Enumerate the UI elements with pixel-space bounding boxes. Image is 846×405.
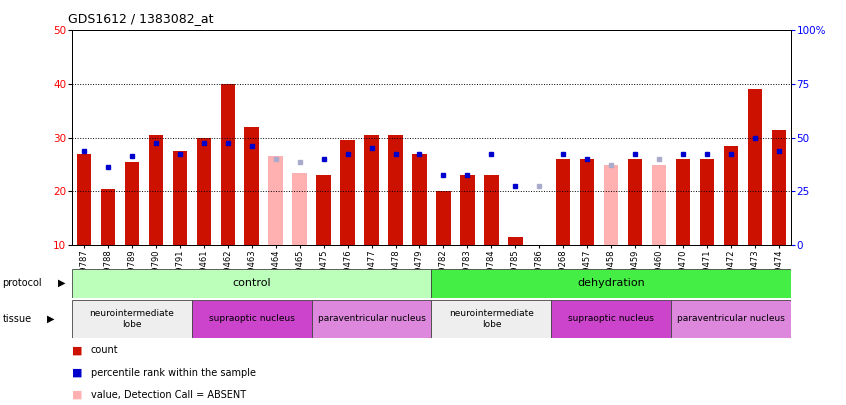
Bar [72,269,431,298]
Bar [365,135,379,245]
Bar [508,237,523,245]
Bar [268,156,283,245]
Text: paraventricular nucleus: paraventricular nucleus [677,314,785,324]
Bar [244,127,259,245]
Bar [388,135,403,245]
Text: GDS1612 / 1383082_at: GDS1612 / 1383082_at [68,12,213,25]
Bar [580,159,595,245]
Text: ■: ■ [72,368,82,377]
Bar [412,154,426,245]
Bar [221,84,235,245]
Text: ▶: ▶ [47,314,55,324]
Bar [124,162,139,245]
Bar [293,173,307,245]
Bar [149,135,163,245]
Bar [311,300,431,338]
Bar [196,138,211,245]
Bar [671,300,791,338]
Bar [604,164,618,245]
Text: neurointermediate
lobe: neurointermediate lobe [90,309,174,328]
Text: percentile rank within the sample: percentile rank within the sample [91,368,255,377]
Text: paraventricular nucleus: paraventricular nucleus [317,314,426,324]
Text: supraoptic nucleus: supraoptic nucleus [569,314,654,324]
Bar [676,159,690,245]
Bar [101,189,115,245]
Bar [748,90,762,245]
Bar [77,154,91,245]
Bar [192,300,311,338]
Bar [552,300,671,338]
Bar [72,300,192,338]
Text: dehydration: dehydration [577,278,645,288]
Bar [316,175,331,245]
Bar [724,146,739,245]
Bar [431,269,791,298]
Text: ■: ■ [72,390,82,400]
Text: supraoptic nucleus: supraoptic nucleus [209,314,294,324]
Bar [628,159,642,245]
Bar [700,159,714,245]
Text: ▶: ▶ [58,278,65,288]
Bar [652,164,667,245]
Bar [460,175,475,245]
Bar [437,191,451,245]
Text: control: control [233,278,271,288]
Text: protocol: protocol [3,278,42,288]
Bar [772,130,786,245]
Text: count: count [91,345,118,355]
Bar [556,159,570,245]
Bar [532,245,547,291]
Bar [484,175,498,245]
Bar [431,300,552,338]
Text: ■: ■ [72,345,82,355]
Bar [340,141,354,245]
Bar [173,151,187,245]
Text: tissue: tissue [3,314,31,324]
Text: neurointermediate
lobe: neurointermediate lobe [449,309,534,328]
Text: value, Detection Call = ABSENT: value, Detection Call = ABSENT [91,390,245,400]
